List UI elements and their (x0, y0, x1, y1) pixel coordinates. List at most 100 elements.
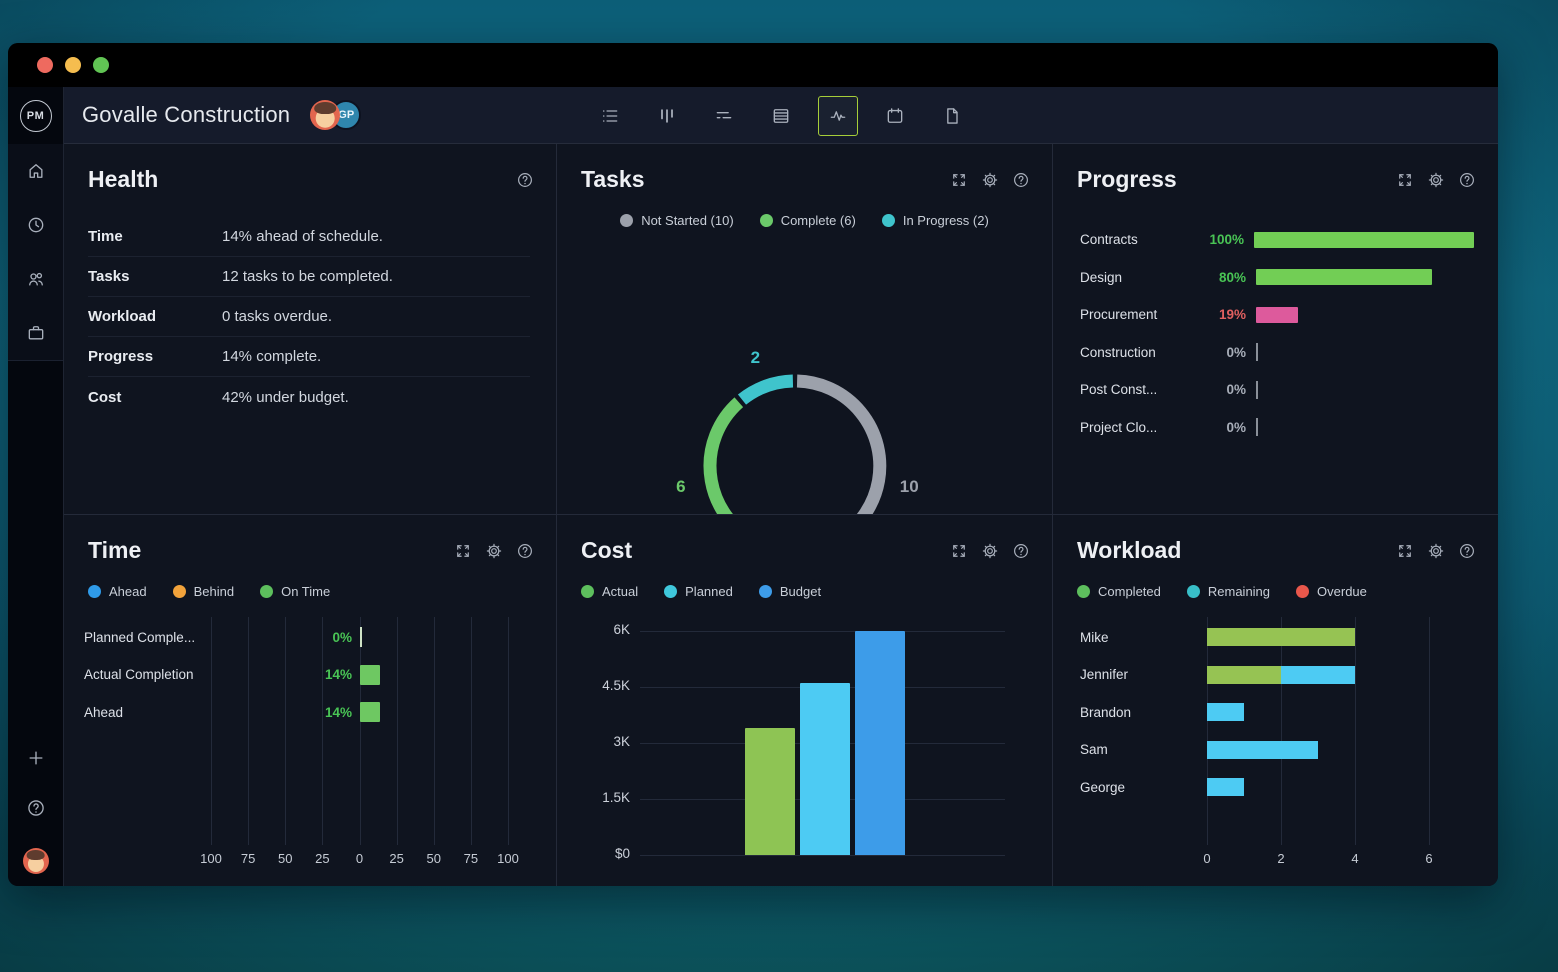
legend-item[interactable]: In Progress (2) (881, 213, 989, 228)
workload-row: Mike (1053, 628, 1498, 646)
calendar-view-icon[interactable] (875, 96, 915, 136)
legend-item[interactable]: Remaining (1186, 584, 1270, 599)
health-panel: Health Time 14% ahead of schedule. Tasks 12… (64, 144, 557, 515)
grid-line (1355, 617, 1356, 845)
sidebar-help-icon[interactable] (26, 798, 46, 818)
doc-view-icon[interactable] (932, 96, 972, 136)
gear-icon[interactable] (1427, 171, 1445, 189)
cost-bar-actual[interactable] (745, 728, 795, 855)
legend-item[interactable]: Not Started (10) (620, 213, 734, 228)
sidebar-plus-icon[interactable] (26, 748, 46, 768)
help-icon[interactable] (1458, 542, 1476, 560)
gear-icon[interactable] (981, 542, 999, 560)
workload-bar-completed[interactable] (1207, 628, 1355, 646)
sidebar-portfolio-icon[interactable] (8, 306, 63, 360)
legend-label: Budget (779, 584, 822, 599)
activity-view-icon[interactable] (818, 95, 858, 136)
time-row-percent: 0% (332, 629, 352, 645)
legend-item[interactable]: Complete (6) (759, 213, 856, 228)
donut-segment[interactable] (737, 374, 794, 405)
workload-bar-remaining[interactable] (1207, 740, 1318, 759)
expand-icon[interactable] (1396, 542, 1414, 560)
cost-bar-planned[interactable] (800, 683, 850, 855)
board-view-icon[interactable] (647, 96, 687, 136)
pm-logo[interactable]: PM (19, 99, 52, 132)
gear-icon[interactable] (981, 171, 999, 189)
progress-row-percent: 0% (1226, 382, 1246, 398)
progress-bar-track (1256, 380, 1474, 399)
progress-row: Post Const... 0% (1053, 371, 1498, 409)
sidebar-team-icon[interactable] (8, 252, 63, 306)
legend-item[interactable]: Completed (1077, 584, 1161, 599)
donut-value-label: 2 (751, 348, 760, 367)
tasks-title: Tasks (581, 166, 645, 192)
time-row-label: Planned Comple... (84, 629, 196, 645)
gear-icon[interactable] (1427, 542, 1445, 560)
grid-line (1429, 617, 1430, 845)
time-row-label: Ahead (84, 704, 124, 720)
legend-item[interactable]: On Time (260, 584, 330, 599)
axis-tick-label: 0 (1203, 851, 1211, 866)
expand-icon[interactable] (1396, 171, 1414, 189)
legend-item[interactable]: Overdue (1296, 584, 1367, 599)
progress-bar[interactable] (1254, 231, 1474, 248)
project-members[interactable]: GP (310, 100, 362, 130)
legend-item[interactable]: Planned (664, 584, 733, 599)
grid-line (211, 617, 212, 845)
close-window-button[interactable] (37, 57, 53, 73)
progress-bar[interactable] (1256, 269, 1432, 286)
member-avatar[interactable] (310, 100, 341, 130)
workload-bar-completed[interactable] (1207, 665, 1281, 684)
workload-bars (1207, 778, 1244, 796)
expand-icon[interactable] (454, 542, 472, 560)
help-icon[interactable] (1012, 171, 1030, 189)
expand-icon[interactable] (950, 542, 968, 560)
progress-chart: Contracts 100% Design 80% Procurement 19% Cons… (1053, 221, 1498, 446)
help-icon[interactable] (516, 542, 534, 560)
grid-line (1207, 617, 1208, 845)
progress-bar-track (1256, 269, 1474, 286)
legend-item[interactable]: Ahead (88, 584, 147, 599)
donut-segment[interactable] (703, 397, 764, 515)
sidebar-clock-icon[interactable] (8, 198, 63, 252)
legend-item[interactable]: Behind (172, 584, 234, 599)
time-bar[interactable] (359, 664, 381, 685)
workload-chart: 0 2 4 6 Mike Jennifer Brandon Sam George (1053, 611, 1498, 886)
cost-panel: Cost Actual Planned Budget 6K 4.5K 3K 1.5K $0 (557, 515, 1053, 886)
sheet-view-icon[interactable] (761, 96, 801, 136)
legend-item[interactable]: Actual (581, 584, 638, 599)
cost-bar-budget[interactable] (855, 631, 905, 855)
workload-bar-remaining[interactable] (1281, 665, 1355, 684)
workload-row: Brandon (1053, 703, 1498, 721)
grid-line (640, 631, 1005, 632)
expand-icon[interactable] (950, 171, 968, 189)
cost-chart: 6K 4.5K 3K 1.5K $0 (557, 611, 1052, 886)
workload-bar-remaining[interactable] (1207, 778, 1244, 796)
time-row: Ahead 14% (64, 702, 556, 722)
workload-bar-remaining[interactable] (1207, 703, 1244, 721)
donut-segment[interactable] (768, 374, 887, 515)
minimize-window-button[interactable] (65, 57, 81, 73)
time-x-axis: 100 75 50 25 0 25 50 75 100 (200, 851, 519, 869)
workload-title: Workload (1077, 537, 1182, 563)
time-bar[interactable] (359, 702, 381, 722)
help-icon[interactable] (1012, 542, 1030, 560)
zoom-window-button[interactable] (93, 57, 109, 73)
help-icon[interactable] (1458, 171, 1476, 189)
axis-tick-label: 1.5K (602, 790, 630, 805)
health-row-value: 12 tasks to be completed. (222, 268, 393, 285)
legend-item[interactable]: Budget (758, 584, 822, 599)
sidebar-home-icon[interactable] (8, 144, 63, 198)
gantt-view-icon[interactable] (704, 96, 744, 136)
help-icon[interactable] (516, 171, 534, 189)
grid-line (470, 617, 472, 845)
legend-label: Planned (685, 584, 733, 599)
legend-label: Overdue (1317, 584, 1367, 599)
progress-bar[interactable] (1256, 306, 1298, 323)
health-row: Progress 14% complete. (88, 337, 530, 377)
workload-row-label: Mike (1080, 629, 1109, 645)
logo-box: PM (8, 87, 63, 144)
user-avatar[interactable] (22, 848, 49, 874)
list-view-icon[interactable] (590, 96, 630, 136)
gear-icon[interactable] (485, 542, 503, 560)
